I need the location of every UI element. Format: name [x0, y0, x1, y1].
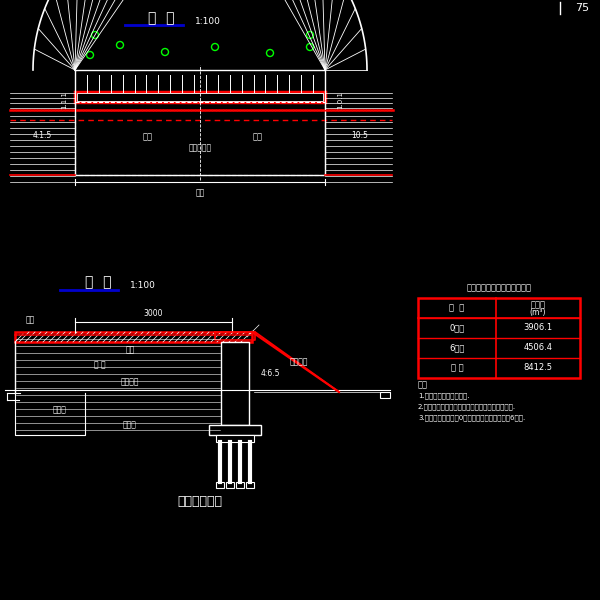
- Text: 1:100: 1:100: [130, 280, 156, 289]
- Text: 4506.4: 4506.4: [523, 343, 553, 352]
- Text: 老基土: 老基土: [53, 406, 67, 415]
- Text: 普根: 普根: [143, 133, 153, 142]
- Text: 1:100: 1:100: [195, 16, 221, 25]
- Text: 1.图中尺寸以毫米为单位.: 1.图中尺寸以毫米为单位.: [418, 392, 470, 398]
- Text: 立  面: 立 面: [85, 275, 112, 289]
- Text: 台背坡率: 台背坡率: [290, 358, 308, 367]
- Text: 全断桥台台后填土工程数量表: 全断桥台台后填土工程数量表: [467, 283, 532, 292]
- Bar: [418, 298, 580, 378]
- Bar: [246, 482, 254, 488]
- Text: 3000: 3000: [144, 309, 163, 318]
- Bar: [226, 482, 234, 488]
- Bar: [216, 435, 254, 442]
- Text: 75: 75: [575, 3, 589, 13]
- Text: 6号台: 6号台: [449, 343, 464, 352]
- Text: 易 土: 易 土: [94, 361, 106, 370]
- Bar: [380, 392, 390, 398]
- Text: 合 计: 合 计: [451, 364, 463, 373]
- Bar: [77, 93, 323, 101]
- Text: 2.台后填土采用砂砾土，压实度要求道路规范以上.: 2.台后填土采用砂砾土，压实度要求道路规范以上.: [418, 403, 516, 410]
- Text: 单  项: 单 项: [449, 304, 464, 313]
- Bar: [75, 92, 325, 102]
- Bar: [209, 425, 261, 435]
- Text: 1.1.1: 1.1.1: [61, 91, 67, 109]
- Text: 桥梁中心线: 桥梁中心线: [188, 143, 212, 152]
- Text: 填土量: 填土量: [530, 301, 545, 310]
- Text: 3.桥带填数字适用于0号台，桥号为虚线适用于6号台.: 3.桥带填数字适用于0号台，桥号为虚线适用于6号台.: [418, 414, 525, 421]
- Bar: [216, 482, 224, 488]
- Text: 4.1.5: 4.1.5: [32, 131, 52, 140]
- Text: 注：: 注：: [418, 380, 428, 389]
- Bar: [221, 342, 249, 425]
- Text: 8412.5: 8412.5: [523, 364, 553, 373]
- Text: 0号台: 0号台: [449, 323, 464, 332]
- Bar: [15, 332, 252, 342]
- Text: 3906.1: 3906.1: [523, 323, 553, 332]
- Text: (m³): (m³): [530, 307, 546, 317]
- Text: 端部: 端部: [196, 188, 205, 197]
- Text: 桥置: 桥置: [25, 316, 35, 325]
- Text: 桥置: 桥置: [125, 346, 134, 355]
- Text: 台后填土示意: 台后填土示意: [178, 495, 223, 508]
- Text: 台后填土: 台后填土: [121, 377, 139, 386]
- Text: 平  面: 平 面: [148, 11, 175, 25]
- Bar: [236, 482, 244, 488]
- Text: 4:6.5: 4:6.5: [260, 370, 280, 379]
- Text: 地面线: 地面线: [123, 421, 137, 430]
- Text: 10.5: 10.5: [352, 131, 368, 140]
- Text: 普度: 普度: [253, 133, 263, 142]
- Text: 1.0.1: 1.0.1: [337, 91, 343, 109]
